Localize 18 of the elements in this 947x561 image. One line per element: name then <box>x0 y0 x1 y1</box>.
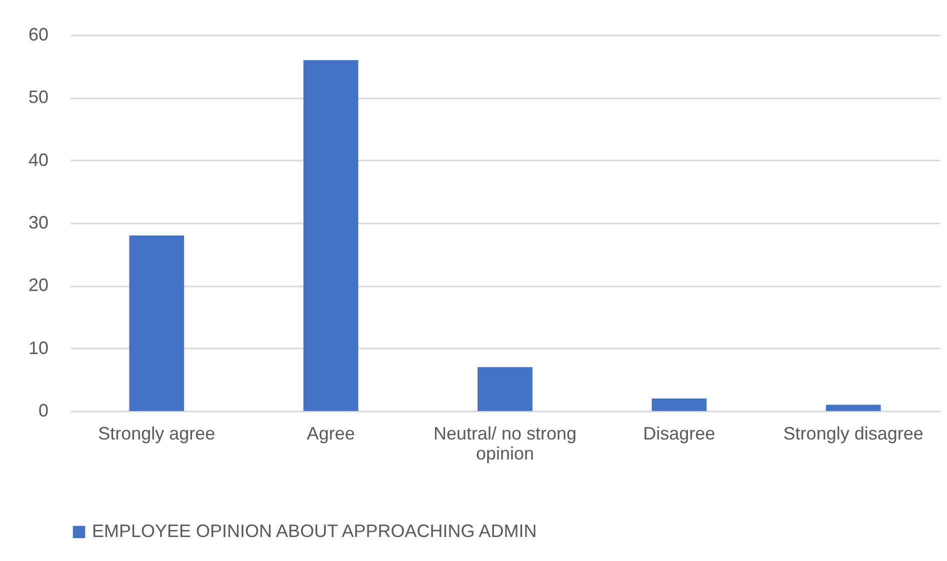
y-tick-label: 50 <box>28 87 48 108</box>
y-tick-label: 40 <box>28 150 48 170</box>
x-tick-label: Strongly agree <box>98 424 216 444</box>
y-tick-label: 20 <box>28 275 48 296</box>
y-tick-label: 60 <box>28 24 48 44</box>
x-tick-label: Strongly disagree <box>783 424 924 444</box>
x-tick-label: Agree <box>306 424 355 444</box>
bar <box>478 367 532 411</box>
legend-label: EMPLOYEE OPINION ABOUT APPROACHING ADMIN <box>92 521 537 541</box>
y-tick-label: 30 <box>28 212 48 232</box>
x-tick-label: Neutral/ no strong opinion <box>433 424 577 464</box>
bar <box>652 398 707 411</box>
y-tick-label: 0 <box>38 400 48 420</box>
bar <box>826 404 881 411</box>
bar <box>129 236 184 411</box>
y-tick-label: 10 <box>28 338 48 358</box>
bar <box>303 60 358 411</box>
x-tick-label: Disagree <box>643 424 716 444</box>
